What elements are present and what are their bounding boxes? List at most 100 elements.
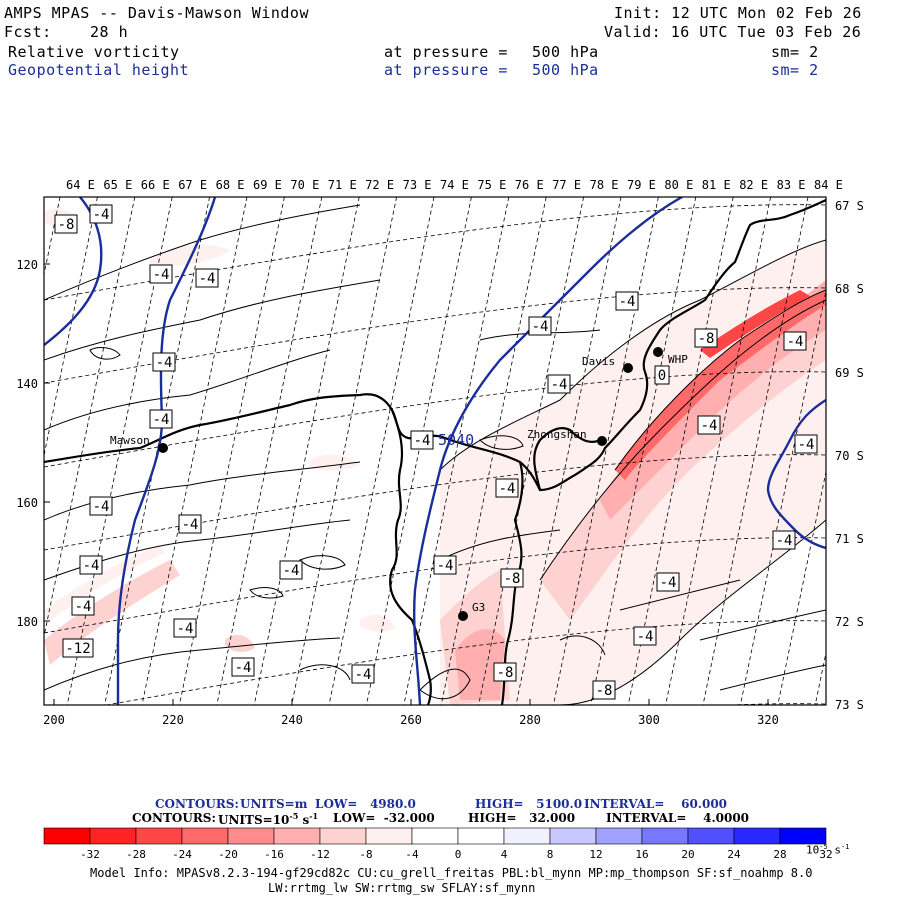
contour-label-box: -4 (697, 415, 721, 435)
contour-label: -4 (437, 558, 454, 574)
colorbar-tick-label: -16 (264, 848, 284, 861)
colorbar-swatch (135, 827, 183, 845)
colorbar-swatch (641, 827, 689, 845)
lon-label: 69 E (253, 178, 282, 192)
contour-label-box: -4 (410, 430, 434, 450)
colorbar-swatch (319, 827, 367, 845)
contour-label: -4 (283, 563, 300, 579)
map-title: AMPS MPAS -- Davis-Mawson Window (4, 4, 309, 22)
contour-legend-height-low: LOW= 4980.0 (315, 797, 416, 811)
lon-label: 68 E (216, 178, 245, 192)
valid-time: Valid: 16 UTC Tue 03 Feb 26 (604, 23, 862, 41)
station-dot-zhongshan (597, 436, 607, 446)
contour-label-box: -4 (173, 618, 197, 638)
stations: Mawson Davis WHP Zhongshan G3 (110, 347, 688, 621)
grid-y-label: 160 (16, 496, 38, 510)
contour-label: -4 (93, 207, 110, 223)
contour-label: -4 (75, 599, 92, 615)
coastline (44, 198, 826, 705)
grid-x-label: 260 (400, 713, 422, 727)
colorbar-tick-label: -8 (359, 848, 372, 861)
colorbar-tick-label: 32 (819, 848, 832, 861)
lon-label: 71 E (328, 178, 357, 192)
contour-label: -4 (177, 621, 194, 637)
colorbar-swatch (181, 827, 229, 845)
contour-label: -4 (93, 499, 110, 515)
colorbar-tick-label: -20 (218, 848, 238, 861)
grid-y-label: 120 (16, 258, 38, 272)
contour-label: -4 (156, 355, 173, 371)
lon-label: 67 E (178, 178, 207, 192)
map-svg: 64 E 65 E 66 E 67 E 68 E 69 E 70 E 71 E 72 E 73 E… (16, 178, 864, 727)
contour-label-box: -4 (783, 331, 807, 351)
lon-label: 73 E (403, 178, 432, 192)
contour-label: -4 (787, 334, 804, 350)
contour-label-box: -4 (772, 530, 796, 550)
contour-label-box: -8 (694, 328, 718, 348)
station-dot-g3 (458, 611, 468, 621)
init-time: Init: 12 UTC Mon 02 Feb 26 (614, 4, 862, 22)
contour-label: -4 (499, 481, 516, 497)
grid-x-label: 320 (757, 713, 779, 727)
lat-label: 69 S (835, 366, 864, 380)
contour-label-box: -4 (71, 596, 95, 616)
axis-labels: 120 140 160 180 200 220 240 260 280 300 320 67 S 68 … (16, 199, 864, 727)
contour-label: -8 (596, 683, 613, 699)
contour-label: -4 (182, 517, 199, 533)
contour-label-box: -4 (152, 352, 176, 372)
station-dot-mawson (158, 443, 168, 453)
colorbar-swatch (457, 827, 505, 845)
contour-label-box: -4 (79, 555, 103, 575)
contour-label: -12 (65, 641, 90, 657)
colorbar-tick-label: 4 (501, 848, 508, 861)
contour-label-box: -4 (528, 316, 552, 336)
lon-label: 77 E (552, 178, 581, 192)
contour-legend-vort-high: HIGH= 32.000 (468, 811, 576, 825)
contour-legend-vort-low: LOW= -32.000 (333, 811, 435, 825)
field2-name: Geopotential height (8, 61, 190, 79)
contour-legend-vort-interval: INTERVAL= 4.0000 (606, 811, 750, 825)
contour-label-box: -4 (149, 409, 173, 429)
contour-label-box: -4 (178, 514, 202, 534)
grid-x-label: 200 (43, 713, 65, 727)
lat-label: 70 S (835, 449, 864, 463)
lon-label: 83 E (777, 178, 806, 192)
contour-label: -8 (58, 217, 75, 233)
model-info-line1: Model Info: MPASv8.2.3-194-gf29cd82c CU:… (90, 866, 813, 880)
contour-label-box: -4 (89, 496, 113, 516)
lon-label: 74 E (440, 178, 469, 192)
station-label-mawson: Mawson (110, 434, 150, 447)
colorbar-swatch (365, 827, 413, 845)
field1-pressure-label: at pressure = (384, 43, 508, 61)
vorticity-shading (44, 208, 826, 705)
contour-label: -4 (551, 377, 568, 393)
grid-x-label: 300 (638, 713, 660, 727)
colorbar-swatch (549, 827, 597, 845)
contour-label-box: -4 (656, 572, 680, 592)
field1-pressure-value: 500 hPa (532, 43, 599, 61)
contour-label: 0 (658, 368, 666, 384)
colorbar-swatch (43, 827, 91, 845)
colorbar-tick-label: -24 (172, 848, 192, 861)
contour-label: -4 (798, 437, 815, 453)
contour-label-box: 0 (654, 365, 670, 385)
forecast-label: Fcst: (4, 23, 52, 41)
longitude-labels: 64 E 65 E 66 E 67 E 68 E 69 E 70 E 71 E 72 E 73 E… (66, 178, 843, 192)
contour-label-box: -8 (493, 662, 517, 682)
colorbar-swatch (503, 827, 551, 845)
contour-legend-height-label: CONTOURS: (155, 797, 239, 811)
contour-label-box: -4 (495, 478, 519, 498)
lon-label: 79 E (627, 178, 656, 192)
contour-label-box: -4 (794, 434, 818, 454)
contour-label: -4 (355, 667, 372, 683)
lat-label: 71 S (835, 532, 864, 546)
colorbar-swatch (89, 827, 137, 845)
contour-label-box: -8 (592, 680, 616, 700)
field2-pressure-label: at pressure = (384, 61, 508, 79)
contour-label-box: -4 (633, 626, 657, 646)
grid-x-label: 280 (519, 713, 541, 727)
contour-label-box: -4 (433, 555, 457, 575)
colorbar-swatch (227, 827, 275, 845)
contour-label-box: -4 (279, 560, 303, 580)
colorbar-swatch (779, 827, 827, 845)
